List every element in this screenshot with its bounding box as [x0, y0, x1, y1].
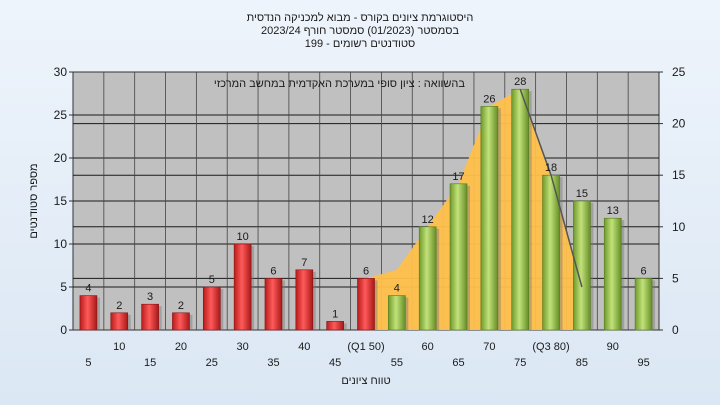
data-label: 4 [394, 283, 400, 295]
x-tick-label: 95 [637, 357, 649, 369]
bar [172, 312, 190, 331]
data-label: 10 [237, 231, 249, 243]
y-tick-label: 15 [54, 194, 68, 208]
data-label: 18 [545, 162, 557, 174]
y2-tick-label: 10 [672, 220, 686, 234]
bar [326, 321, 344, 331]
axes: 051015202530051015202551015202530354045(… [54, 65, 686, 369]
x-tick-label: 35 [267, 357, 279, 369]
title-line-1: היסטוגרמת ציונים בקורס - מבוא למכניקה הנ… [247, 11, 474, 24]
bar [449, 183, 468, 331]
data-label: 26 [483, 93, 495, 105]
bar [603, 217, 622, 331]
x-tick-label: 10 [113, 341, 125, 353]
data-label: 28 [514, 76, 526, 88]
data-label: 3 [147, 291, 153, 303]
y2-tick-label: 20 [672, 117, 686, 131]
y-tick-label: 5 [60, 280, 67, 294]
x-tick-label: 75 [514, 357, 526, 369]
bar [357, 278, 375, 331]
x-tick-label: 40 [298, 341, 310, 353]
bar [573, 200, 591, 331]
x-tick-label: (Q3 80) [532, 341, 569, 353]
data-labels: 4 2 3 2 5 10 6 7 1 6 4 12 17 26 28 18 15 13 6 [85, 76, 646, 320]
x-tick-label: 20 [175, 341, 187, 353]
x-tick-label: 85 [576, 357, 588, 369]
bar [418, 226, 437, 331]
y2-tick-label: 15 [672, 168, 686, 182]
chart-annotation: בהשוואה : ציון סופי במערכת האקדמית במחשב… [214, 78, 466, 90]
x-tick-label: 5 [85, 357, 91, 369]
data-label: 12 [422, 214, 434, 226]
x-tick-label: 70 [483, 341, 495, 353]
data-label: 7 [301, 257, 307, 269]
comparison-line [519, 88, 583, 288]
bar [264, 278, 283, 331]
y2-tick-label: 0 [672, 323, 679, 337]
bar [202, 286, 221, 331]
bar [511, 88, 530, 331]
data-label: 1 [332, 308, 338, 320]
y-tick-label: 30 [54, 65, 68, 79]
y2-tick-label: 25 [672, 65, 686, 79]
data-label: 2 [178, 300, 184, 312]
data-label: 6 [270, 265, 276, 277]
title-line-3: סטודנטים רשומים - 199 [305, 38, 416, 50]
x-tick-label: 15 [144, 357, 156, 369]
bars [79, 88, 656, 331]
data-label: 17 [452, 171, 464, 183]
bar [79, 295, 98, 331]
chart-title: היסטוגרמת ציונים בקורס - מבוא למכניקה הנ… [247, 11, 474, 50]
bar [388, 295, 406, 331]
data-label: 13 [607, 205, 619, 217]
x-axis-label: טווח ציונים [341, 375, 390, 387]
x-tick-label: 65 [452, 357, 464, 369]
title-line-2: בסמסטר (01/2023) סמסטר חורף 2023/24 [261, 25, 459, 37]
x-tick-label: (Q1 50) [347, 341, 384, 353]
y-axis-label: מספר סטודנטים [28, 163, 40, 238]
data-label: 5 [209, 274, 215, 286]
y-tick-label: 10 [54, 237, 68, 251]
comparison-line-path [519, 88, 583, 288]
x-tick-label: 90 [607, 341, 619, 353]
x-tick-label: 55 [391, 357, 403, 369]
data-label: 6 [641, 265, 647, 277]
y-tick-label: 20 [54, 151, 68, 165]
x-tick-label: 30 [237, 341, 249, 353]
bar [295, 269, 314, 331]
data-label: 4 [85, 283, 91, 295]
data-label: 6 [363, 265, 369, 277]
x-tick-label: 60 [422, 341, 434, 353]
x-tick-label: 25 [206, 357, 218, 369]
x-tick-label: 45 [329, 357, 341, 369]
y-tick-label: 0 [60, 323, 67, 337]
bar [110, 312, 129, 331]
bar [233, 243, 252, 331]
bar [141, 303, 159, 331]
bar [634, 278, 653, 331]
bar [480, 106, 499, 331]
data-label: 15 [576, 188, 588, 200]
y-tick-label: 25 [54, 108, 68, 122]
data-label: 2 [116, 300, 122, 312]
y2-tick-label: 5 [672, 271, 679, 285]
